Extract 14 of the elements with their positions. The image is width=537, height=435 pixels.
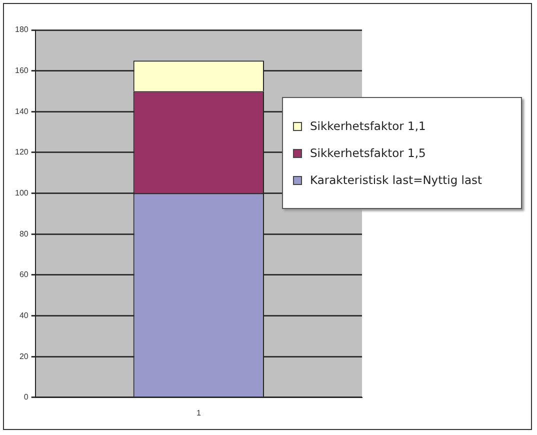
x-tick-label: 1 [196,408,202,418]
y-tick-label: 160 [14,66,29,76]
legend-label: Karakteristisk last=Nyttig last [310,173,482,187]
y-tick-label: 180 [14,25,29,34]
y-tick-label: 80 [19,229,29,238]
y-tick-label: 120 [14,148,29,157]
y-tick-label: 100 [14,188,29,198]
legend-label: Sikkerhetsfaktor 1,5 [310,146,426,160]
legend-label: Sikkerhetsfaktor 1,1 [310,119,426,133]
y-tick-label: 20 [19,352,29,361]
y-tick-label: 60 [19,270,29,280]
y-tick-label: 0 [24,392,29,402]
y-tick-label: 140 [14,106,29,116]
y-tick-label: 40 [19,310,29,320]
